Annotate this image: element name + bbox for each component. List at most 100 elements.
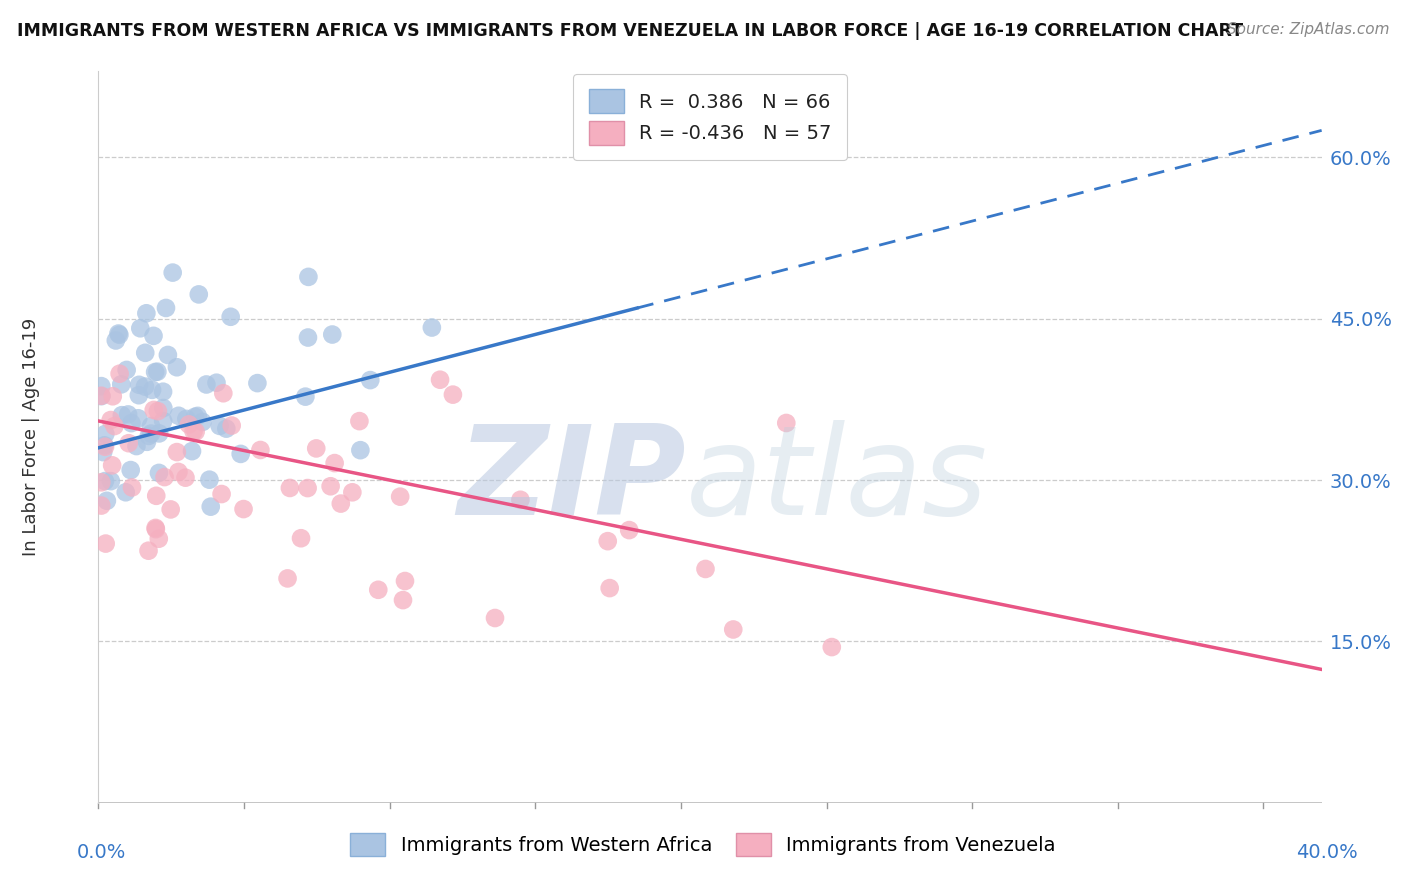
Point [135, 306, 157, 320]
Point [153, 470, 176, 484]
Legend: R =  0.386   N = 66, R = -0.436   N = 57: R = 0.386 N = 66, R = -0.436 N = 57 [574, 74, 846, 160]
Point [94, 426, 117, 441]
Point [134, 379, 156, 393]
Point [90, 389, 112, 403]
Point [619, 523, 641, 537]
Point [323, 456, 346, 470]
Point [187, 409, 209, 423]
Point [134, 346, 156, 360]
Point [205, 376, 228, 390]
Point [107, 326, 129, 341]
Point [94, 440, 117, 454]
Point [429, 373, 451, 387]
Point [723, 623, 745, 637]
Point [232, 502, 254, 516]
Point [695, 562, 717, 576]
Point [297, 481, 319, 495]
Point [321, 327, 343, 342]
Point [208, 418, 231, 433]
Point [136, 434, 159, 449]
Point [509, 492, 531, 507]
Point [120, 416, 142, 430]
Point [297, 269, 319, 284]
Point [117, 408, 139, 422]
Point [90, 379, 112, 393]
Point [319, 479, 342, 493]
Point [121, 480, 143, 494]
Point [91, 445, 114, 459]
Point [145, 521, 167, 535]
Point [156, 348, 179, 362]
Point [138, 543, 160, 558]
Point [141, 383, 163, 397]
Point [166, 445, 188, 459]
Point [114, 485, 136, 500]
Point [599, 581, 621, 595]
Point [128, 377, 150, 392]
Point [183, 425, 205, 439]
Point [221, 418, 243, 433]
Point [305, 442, 328, 456]
Point [127, 411, 149, 425]
Point [200, 500, 222, 514]
Point [159, 502, 181, 516]
Point [420, 320, 443, 334]
Point [142, 403, 165, 417]
Point [94, 474, 117, 488]
Point [290, 531, 312, 545]
Text: 40.0%: 40.0% [1296, 843, 1358, 862]
Point [100, 474, 122, 488]
Point [148, 466, 170, 480]
Text: 0.0%: 0.0% [76, 843, 127, 862]
Point [484, 611, 506, 625]
Point [775, 416, 797, 430]
Point [148, 532, 170, 546]
Point [101, 389, 124, 403]
Point [129, 321, 152, 335]
Point [277, 571, 299, 585]
Point [246, 376, 269, 390]
Point [152, 384, 174, 399]
Point [145, 489, 167, 503]
Point [219, 310, 242, 324]
Text: ZIP: ZIP [457, 420, 686, 541]
Point [392, 593, 415, 607]
Point [101, 458, 124, 473]
Point [176, 412, 198, 426]
Point [138, 429, 160, 443]
Point [191, 415, 214, 429]
Point [162, 266, 184, 280]
Point [195, 377, 218, 392]
Point [211, 487, 233, 501]
Point [139, 419, 162, 434]
Point [145, 522, 167, 536]
Point [441, 387, 464, 401]
Point [111, 408, 134, 422]
Point [152, 414, 174, 428]
Point [821, 640, 844, 654]
Point [596, 534, 619, 549]
Point [125, 439, 148, 453]
Point [155, 301, 177, 315]
Point [167, 465, 190, 479]
Legend: Immigrants from Western Africa, Immigrants from Venezuela: Immigrants from Western Africa, Immigran… [340, 823, 1066, 866]
Point [342, 485, 364, 500]
Point [229, 447, 252, 461]
Point [139, 426, 162, 441]
Point [198, 473, 221, 487]
Point [96, 493, 118, 508]
Point [389, 490, 412, 504]
Point [146, 404, 169, 418]
Point [115, 363, 138, 377]
Point [90, 499, 112, 513]
Text: IMMIGRANTS FROM WESTERN AFRICA VS IMMIGRANTS FROM VENEZUELA IN LABOR FORCE | AGE: IMMIGRANTS FROM WESTERN AFRICA VS IMMIGR… [17, 22, 1243, 40]
Point [148, 426, 170, 441]
Point [184, 425, 207, 439]
Point [110, 377, 132, 392]
Point [90, 389, 112, 403]
Point [90, 475, 112, 490]
Point [294, 390, 316, 404]
Point [108, 327, 131, 342]
Text: atlas: atlas [686, 420, 987, 541]
Point [152, 401, 174, 415]
